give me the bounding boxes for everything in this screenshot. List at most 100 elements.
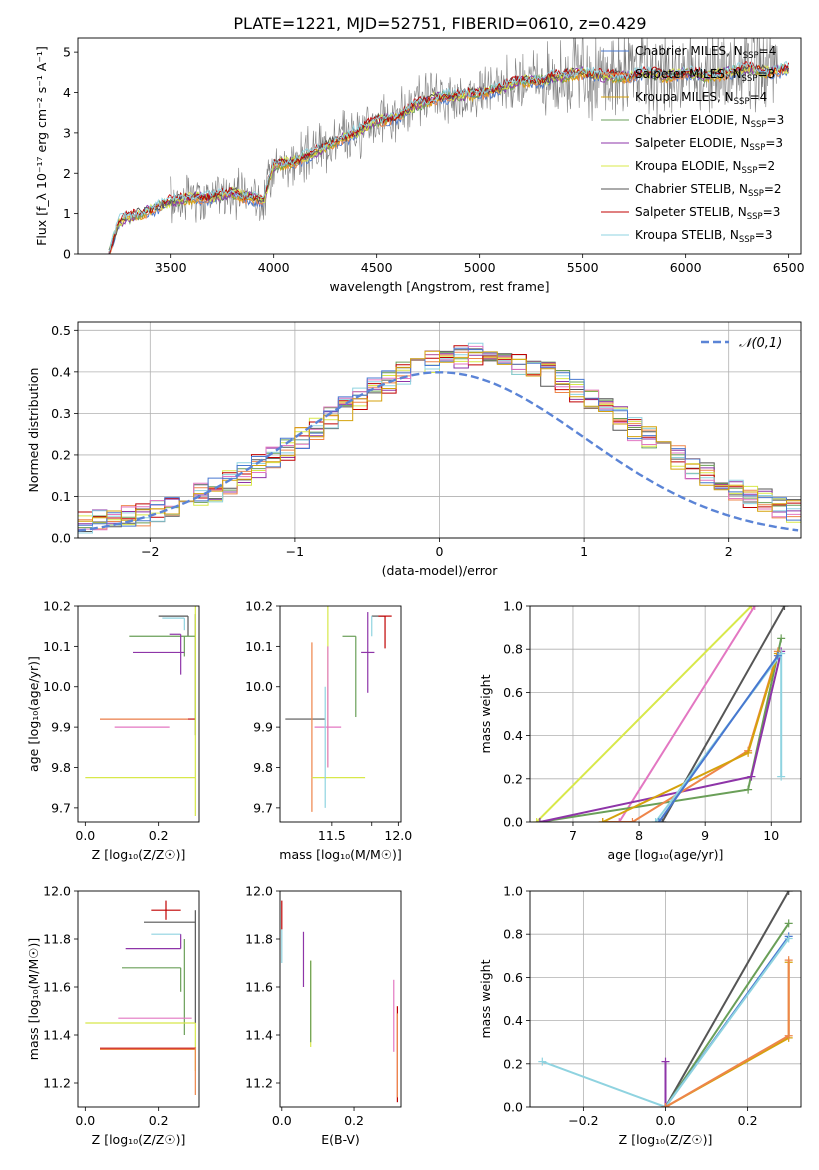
x-axis-label: mass [log₁₀(M/M☉)] (279, 847, 401, 862)
plot-area (108, 38, 790, 254)
plus-marker (535, 818, 544, 822)
y-tick-label: 0.2 (503, 771, 523, 786)
x-tick-label: 5000 (464, 260, 496, 275)
y-tick-label: 0.8 (503, 927, 523, 942)
y-tick-label: 2 (63, 166, 71, 181)
x-tick-label: 4000 (258, 260, 290, 275)
residual-histogram (78, 347, 801, 527)
legend-entry: Salpeter ELODIE, NSSP=3 (635, 136, 783, 153)
error-bar-point (378, 615, 392, 649)
mass-weight-series (535, 634, 786, 822)
axes-frame (77, 37, 802, 255)
x-tick-label: 12.0 (384, 828, 412, 843)
cumulative-line (602, 651, 779, 822)
x-tick-label: 6500 (773, 260, 805, 275)
plot-area (78, 342, 801, 534)
panel-mass-weight-vs-Z: −0.2 0.0 0.2 0.0 0.2 0.4 0.6 0.8 1.0 Z [log₁₀(Z/Z… (478, 884, 802, 1147)
error-bar-point (129, 635, 196, 657)
plus-marker (784, 919, 793, 928)
plot-area (281, 900, 398, 1103)
y-tick-label: 0.8 (503, 642, 523, 657)
plus-marker (773, 651, 782, 660)
y-axis-label: mass [log₁₀(M/M☉)] (26, 938, 41, 1060)
y-tick-label: 9.7 (253, 800, 273, 815)
x-tick-label: 0.0 (75, 1113, 95, 1128)
y-tick-label: 11.2 (245, 1076, 273, 1091)
plus-marker (784, 934, 793, 943)
legend-subscript: SSP (734, 97, 750, 107)
legend-tail: =2 (764, 182, 782, 196)
legend-entry: Salpeter STELIB, NSSP=3 (635, 205, 780, 222)
plot-area (532, 606, 789, 822)
plus-marker (777, 772, 786, 781)
legend-entry: 𝒩(0,1) (739, 336, 782, 351)
y-tick-label: 9.9 (253, 720, 273, 735)
plus-marker (628, 818, 637, 822)
legend-entry: Kroupa ELODIE, NSSP=2 (635, 159, 775, 176)
y-tick-label: 1 (63, 206, 71, 221)
y-tick-label: 1.0 (503, 884, 523, 899)
x-tick-label: 2 (725, 544, 733, 559)
plus-marker (598, 818, 607, 822)
x-axis-label: Z [log₁₀(Z/Z☉)] (619, 1132, 713, 1147)
mass-weight-series (661, 956, 793, 1107)
axes-frame (529, 890, 802, 1108)
y-tick-label: 0.4 (503, 1013, 523, 1028)
y-tick-label: 9.8 (253, 760, 273, 775)
x-axis-label: wavelength [Angstrom, rest frame] (329, 279, 549, 294)
error-bar-point (122, 967, 182, 992)
y-tick-label: 9.9 (51, 720, 71, 735)
error-bar-point (314, 646, 342, 768)
x-tick-label: 0.2 (149, 1113, 169, 1128)
x-tick-label: 0.0 (272, 1113, 292, 1128)
x-tick-label: 6000 (670, 260, 702, 275)
error-bar-point (342, 635, 357, 718)
model-spectrum (108, 61, 790, 253)
axes-frame (77, 890, 200, 1108)
x-tick-label: 4500 (361, 260, 393, 275)
x-tick-label: 9 (701, 828, 709, 843)
y-tick-label: 12.0 (245, 884, 273, 899)
plus-marker (615, 818, 624, 822)
plus-marker (651, 818, 660, 822)
panel-age-vs-Z: 0.0 0.2 9.7 9.8 9.9 10.0 10.1 10.2 Z [log₁₀(Z/Z☉… (26, 599, 200, 862)
x-tick-label: 0.2 (149, 828, 169, 843)
legend-text: Salpeter STELIB, N (635, 205, 747, 219)
plus-marker (747, 606, 756, 610)
error-bar-point (162, 617, 185, 631)
figure-title: PLATE=1221, MJD=52751, FIBERID=0610, z=0… (233, 14, 646, 33)
y-tick-label: 9.7 (51, 800, 71, 815)
panel-mass-vs-Z: 0.0 0.2 11.2 11.4 11.6 11.8 12.0 Z [log₁₀(Z/Z☉)… (26, 884, 200, 1147)
legend-text: Kroupa ELODIE, N (635, 159, 742, 173)
plus-marker (784, 1031, 793, 1040)
x-tick-label: 7 (569, 828, 577, 843)
error-bar-point (169, 633, 182, 675)
error-bar-point (361, 612, 375, 693)
x-axis-label: age [log₁₀(age/yr)] (608, 847, 724, 862)
error-bar-point (158, 615, 189, 637)
x-tick-label: 5500 (567, 260, 599, 275)
panels: 3500 4000 4500 5000 5500 6000 6500 0 1 2 3 4 5 wavele… (26, 37, 805, 1147)
x-tick-label: 8 (635, 828, 643, 843)
cumulative-line (665, 962, 790, 1107)
y-axis-label: mass weight (478, 959, 493, 1038)
cumulative-line (664, 922, 790, 1107)
legend-entry: Chabrier ELODIE, NSSP=3 (635, 113, 784, 130)
cumulative-line (664, 960, 790, 1107)
y-tick-label: 11.4 (245, 1028, 273, 1043)
y-tick-label: 0.0 (51, 531, 71, 546)
plus-marker (658, 818, 667, 822)
mass-weight-series (615, 606, 759, 822)
axes-frame (529, 605, 802, 823)
plus-marker (747, 772, 756, 781)
plus-marker (780, 606, 789, 610)
legend-text: Kroupa STELIB, N (635, 228, 739, 242)
x-tick-label: 0.0 (75, 828, 95, 843)
legend-tail: =3 (763, 205, 781, 219)
axes: −2 −1 0 1 2 0.0 0.1 0.2 0.3 0.4 0.5 (data-model)/er… (26, 321, 802, 578)
x-tick-label: −1 (286, 544, 304, 559)
x-tick-label: 3500 (155, 260, 187, 275)
x-axis-label: Z [log₁₀(Z/Z☉)] (92, 847, 186, 862)
legend-entry: Salpeter MILES, NSSP=3 (635, 67, 775, 84)
